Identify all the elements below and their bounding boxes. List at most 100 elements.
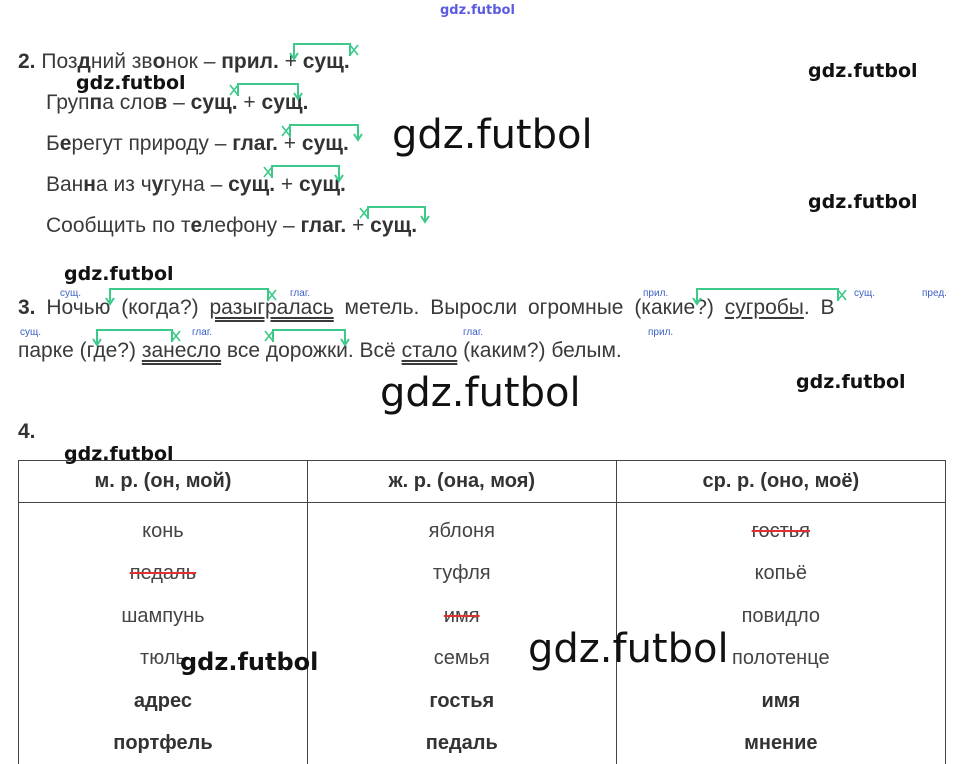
phrase-segment: у — [151, 173, 164, 196]
table-header-row: м. р. (он, мой) ж. р. (она, моя) ср. р. (о… — [18, 460, 947, 503]
sentence-segment: Ночью (когда?) — [46, 296, 210, 319]
phrase-segment: а сло — [102, 91, 155, 114]
table-row: педаль туфля копьё — [18, 552, 947, 595]
table-cell: тюль — [18, 637, 308, 680]
table-cell: гостья — [306, 680, 617, 723]
phrase-line: Ванна из чугуна – сущ. + сущ. — [46, 173, 346, 197]
word: копьё — [754, 562, 808, 585]
watermark: gdz.futbol — [380, 370, 581, 416]
phrase-segment: сущ. — [370, 214, 418, 237]
sentence-line: 3. Ночью (когда?) разыгралась метель. Вы… — [18, 296, 946, 320]
link-arrow-icon — [92, 329, 181, 347]
table-row: шампунь имя повидло — [18, 595, 947, 638]
exercise-4-number: 4. — [18, 420, 36, 443]
link-arrow-icon — [263, 165, 344, 183]
table-cell: гостья — [615, 502, 947, 553]
part-of-speech-tag: глаг. — [290, 288, 311, 299]
word: адрес — [133, 689, 192, 712]
part-of-speech-tag: глаг. — [192, 327, 213, 338]
watermark: gdz.futbol — [64, 263, 174, 285]
phrase-segment: в — [154, 91, 168, 114]
phrase-segment: – — [167, 91, 191, 114]
word: портфель — [113, 732, 213, 755]
phrase-line: Сообщить по телефону – глаг. + сущ. — [46, 214, 417, 238]
table-cell: полотенце — [615, 637, 947, 680]
table-cell: портфель — [18, 722, 308, 764]
gender-table: м. р. (он, мой) ж. р. (она, моя) ср. р. (о… — [18, 460, 947, 764]
table-cell: повидло — [615, 595, 947, 638]
link-arrow-icon — [229, 83, 303, 101]
word: семья — [433, 647, 490, 670]
watermark: gdz.futbol — [440, 3, 515, 18]
phrase-segment: Груп — [46, 91, 90, 114]
link-arrow-icon — [264, 329, 350, 347]
part-of-speech-tag: прил. — [643, 288, 669, 299]
watermark: gdz.futbol — [808, 191, 918, 213]
table-row: тюль семья полотенце — [18, 637, 947, 680]
watermark: gdz.futbol — [180, 648, 319, 676]
table-cell: имя — [615, 680, 947, 723]
phrase-segment: е — [59, 132, 72, 155]
phrase-segment: Ван — [46, 173, 84, 196]
sentence-segment: все дорожки. Всё — [221, 339, 402, 362]
exercise-2-number: 2. — [18, 50, 36, 73]
phrase-segment: сущ. — [301, 132, 349, 155]
table-cell: шампунь — [18, 595, 308, 638]
word: шампунь — [121, 604, 205, 627]
crossed-out-word: гостья — [751, 519, 811, 542]
watermark: gdz.futbol — [64, 443, 174, 465]
phrase-segment: е — [190, 214, 203, 237]
word: тюль — [140, 647, 186, 670]
table-cell: яблоня — [306, 502, 617, 553]
link-arrow-icon — [105, 288, 277, 306]
link-arrow-icon — [692, 288, 847, 306]
phrase-segment: ний зв — [90, 50, 153, 73]
link-arrow-icon — [289, 43, 359, 61]
table-row: портфель педаль мнение — [18, 722, 947, 764]
exercise-3-number: 3. — [18, 296, 36, 319]
phrase-segment: глаг. — [232, 132, 278, 155]
phrase-segment: глаг. — [300, 214, 347, 237]
phrase-segment: о — [152, 50, 166, 73]
phrase-segment: сущ. — [190, 91, 238, 114]
part-of-speech-tag: глаг. — [463, 327, 484, 338]
phrase-segment: нок – — [165, 50, 222, 73]
table-cell: педаль — [306, 722, 617, 764]
table-cell: копьё — [615, 552, 947, 595]
phrase-segment: а из ч — [95, 173, 152, 196]
phrase-segment: н — [83, 173, 96, 196]
part-of-speech-tag: сущ. — [20, 327, 42, 338]
table-row: конь яблоня гостья — [18, 502, 947, 553]
link-arrow-icon — [281, 124, 363, 142]
table-cell: семья — [306, 637, 617, 680]
word: гостья — [429, 689, 495, 712]
word: туфля — [432, 562, 491, 585]
table-row: адрес гостья имя — [18, 680, 947, 723]
part-of-speech-tag: сущ. — [854, 288, 876, 299]
sentence-segment: стало — [401, 339, 458, 362]
sentence-segment: . В — [803, 296, 835, 319]
column-header: м. р. (он, мой) — [18, 460, 308, 503]
phrase-segment: + — [275, 173, 299, 196]
phrase-line: Группа слов – сущ. + сущ. — [46, 91, 308, 115]
word: педаль — [425, 732, 498, 755]
part-of-speech-tag: прил. — [648, 327, 674, 338]
phrase-segment: лефону – — [202, 214, 301, 237]
column-header: ж. р. (она, моя) — [306, 460, 617, 503]
word: полотенце — [732, 647, 830, 670]
link-arrow-icon — [359, 206, 430, 224]
phrase-segment: + — [277, 132, 302, 155]
word: повидло — [741, 604, 821, 627]
table-cell: конь — [18, 502, 308, 553]
phrase-segment: Б — [46, 132, 60, 155]
sentence-line: парке (где?) занесло все дорожки. Всё ст… — [18, 339, 946, 363]
sentence-segment: разыгралась — [209, 296, 334, 319]
word: конь — [142, 519, 184, 542]
phrase-segment: + — [237, 91, 262, 114]
crossed-out-word: имя — [443, 604, 480, 627]
watermark: gdz.futbol — [392, 112, 593, 158]
sentence-segment: сугробы — [724, 296, 804, 319]
table-cell: мнение — [615, 722, 947, 764]
